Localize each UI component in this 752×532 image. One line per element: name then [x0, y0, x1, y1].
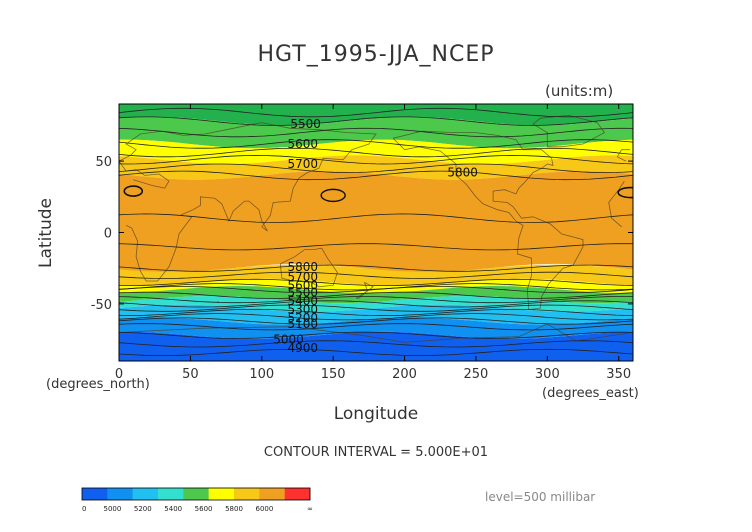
colorbar-label: 5600 — [195, 505, 213, 513]
contour-line — [119, 163, 633, 173]
coastline — [119, 323, 633, 343]
contour-line — [119, 278, 633, 286]
contour-line — [119, 243, 633, 251]
y-axis-unit: (degrees_north) — [46, 377, 150, 392]
contour-high — [123, 185, 144, 197]
contour-line — [119, 300, 633, 308]
level-band — [119, 264, 633, 286]
contour-label: 5500 — [287, 285, 318, 299]
colorbar-segment — [132, 488, 159, 500]
colorbar-segment — [259, 488, 285, 500]
colorbar-segment — [208, 488, 235, 500]
contour-line — [119, 147, 633, 158]
level-band — [119, 278, 633, 294]
x-axis-unit: (degrees_east) — [542, 386, 639, 401]
contour-label: 5100 — [287, 317, 318, 331]
chart-title: HGT_1995-JJA_NCEP — [257, 42, 495, 67]
colorbar-segment — [234, 488, 260, 500]
y-tick-label: -50 — [91, 298, 112, 313]
contour-label: 5000 — [273, 333, 304, 347]
contour-label: 5600 — [287, 278, 318, 292]
contour-line — [119, 291, 633, 299]
colorbar-label: 5200 — [134, 505, 152, 513]
contour-line — [119, 213, 633, 223]
contour-label: 5700 — [287, 157, 318, 171]
contour-line — [119, 348, 633, 357]
coastline — [392, 130, 584, 311]
contour-line — [119, 304, 633, 312]
coastline — [355, 281, 374, 299]
colorbar-label: 0 — [82, 505, 86, 513]
contour-interval-note: CONTOUR INTERVAL = 5.000E+01 — [263, 445, 489, 460]
level-band — [119, 286, 633, 304]
contour-label: 5300 — [287, 303, 318, 317]
contour-line — [119, 286, 633, 294]
contour-line — [119, 331, 633, 339]
y-tick-label: 0 — [104, 227, 112, 242]
contour-line — [119, 107, 633, 118]
x-tick-label: 0 — [115, 367, 123, 382]
contour-label: 5700 — [287, 270, 318, 284]
contour-line — [119, 116, 633, 126]
colorbar-label: 5800 — [225, 505, 243, 513]
colorbar-label: 6000 — [255, 505, 273, 513]
contour-label: 5800 — [447, 166, 478, 180]
level-band — [119, 317, 633, 339]
contour-line — [119, 317, 633, 325]
x-tick-label: 100 — [249, 367, 274, 382]
colorbar-segment — [284, 488, 311, 500]
contour-high — [617, 186, 633, 199]
colorbar-frame — [81, 487, 311, 501]
contour-label: 5200 — [287, 311, 318, 325]
contour-label: 5400 — [287, 294, 318, 308]
colorbar-segment — [107, 488, 133, 500]
contour-label: 4900 — [287, 341, 318, 355]
colorbar-segment — [82, 488, 108, 500]
x-tick-label: 200 — [392, 367, 417, 382]
contour-line — [119, 264, 633, 272]
contour-line — [119, 296, 633, 304]
x-tick-label: 50 — [182, 367, 199, 382]
level-band — [119, 139, 633, 164]
colorbar-label: 5000 — [103, 505, 121, 513]
level-band — [119, 104, 633, 126]
level-band — [119, 296, 633, 312]
colorbar-segment — [183, 488, 209, 500]
contour-high — [320, 188, 346, 203]
x-tick-label: 250 — [464, 367, 489, 382]
x-tick-label: 150 — [321, 367, 346, 382]
colorbar-label: ∞ — [307, 505, 313, 513]
colorbar-label: 5400 — [164, 505, 182, 513]
units-label: (units:m) — [545, 82, 614, 100]
contour-line — [119, 154, 633, 165]
level-band — [119, 171, 633, 273]
contour-label: 5500 — [290, 117, 321, 131]
contour-line — [119, 340, 633, 348]
level-band — [119, 155, 633, 180]
coastline — [616, 149, 631, 162]
contour-line — [119, 170, 633, 181]
x-axis-label: Longitude — [333, 404, 419, 424]
contour-line — [119, 308, 633, 317]
coastline — [119, 122, 625, 282]
contour-label: 5800 — [287, 260, 318, 274]
level-note: level=500 millibar — [485, 490, 596, 504]
contour-line — [119, 139, 633, 149]
contour-line — [119, 323, 633, 331]
contour-label: 5600 — [287, 137, 318, 151]
x-tick-label: 350 — [606, 367, 631, 382]
level-band — [119, 331, 633, 361]
colorbar-segment — [158, 488, 184, 500]
contour-line — [119, 127, 633, 138]
y-tick-label: 50 — [95, 155, 112, 170]
x-tick-label: 300 — [535, 367, 560, 382]
contour-line — [119, 271, 633, 279]
contour-line — [119, 313, 633, 321]
coastline — [532, 114, 605, 148]
coastline — [279, 247, 338, 288]
